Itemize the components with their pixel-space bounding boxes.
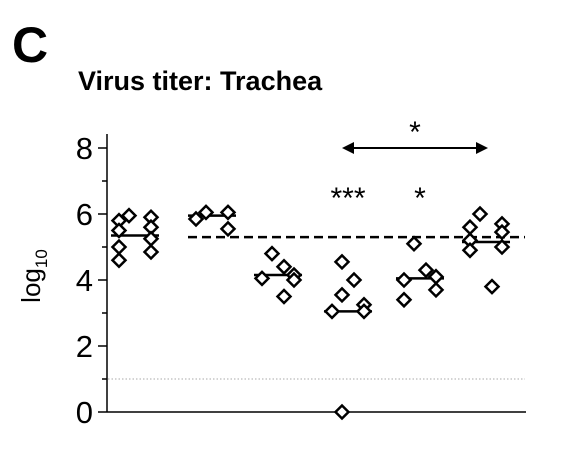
data-points <box>110 204 511 421</box>
data-point-diamond <box>323 303 341 320</box>
median-lines <box>111 214 510 313</box>
data-point-diamond <box>197 204 215 221</box>
data-point-diamond <box>493 223 511 241</box>
data-point-diamond <box>110 222 128 239</box>
data-point-diamond <box>417 261 435 279</box>
data-point-diamond <box>275 288 293 305</box>
data-point-diamond <box>395 291 413 309</box>
data-point-diamond <box>427 281 445 299</box>
y-tick-label: 4 <box>76 263 93 298</box>
y-tick-label: 2 <box>76 329 93 364</box>
significance-label: *** <box>330 182 365 215</box>
comparison-arrowhead-right <box>476 142 488 154</box>
panel-label: C <box>12 17 49 73</box>
y-tick-label: 6 <box>76 197 93 232</box>
y-axis-ticks: 0 2 4 6 8 <box>76 131 107 430</box>
comparison-asterisk: * <box>409 116 421 149</box>
y-axis-label-subscript: 10 <box>32 249 51 268</box>
data-point-diamond <box>285 271 303 289</box>
chart-title: Virus titer: Trachea <box>78 66 323 96</box>
data-point-diamond <box>395 271 413 289</box>
data-point-diamond <box>263 245 281 262</box>
data-point-diamond <box>219 220 237 238</box>
significance-markers: *** * <box>330 182 426 215</box>
data-point-diamond <box>461 242 479 259</box>
data-point-diamond <box>333 253 351 271</box>
reference-lines <box>108 235 525 380</box>
data-point-diamond <box>333 403 351 421</box>
y-axis-label-base: log <box>16 268 46 303</box>
data-point-diamond <box>253 270 271 287</box>
data-point-diamond <box>345 271 363 289</box>
data-point-diamond <box>120 207 138 224</box>
data-point-diamond <box>142 243 160 261</box>
data-point-diamond <box>483 278 501 295</box>
data-point-diamond <box>493 238 511 256</box>
y-axis-label: log10 <box>16 249 51 303</box>
data-point-diamond <box>110 251 128 269</box>
y-tick-label: 8 <box>76 131 93 166</box>
data-point-diamond <box>461 218 479 236</box>
data-point-diamond <box>405 235 423 252</box>
data-point-diamond <box>275 258 293 276</box>
data-point-diamond <box>333 286 351 304</box>
data-point-diamond <box>219 204 237 221</box>
data-point-diamond <box>187 210 205 228</box>
significance-label: * <box>414 182 426 215</box>
data-point-diamond <box>355 303 373 320</box>
y-tick-label: 0 <box>76 395 93 430</box>
data-point-diamond <box>110 238 128 256</box>
comparison-arrowhead-left <box>342 142 354 154</box>
comparison-bracket: * <box>342 116 488 154</box>
data-point-diamond <box>471 205 489 223</box>
